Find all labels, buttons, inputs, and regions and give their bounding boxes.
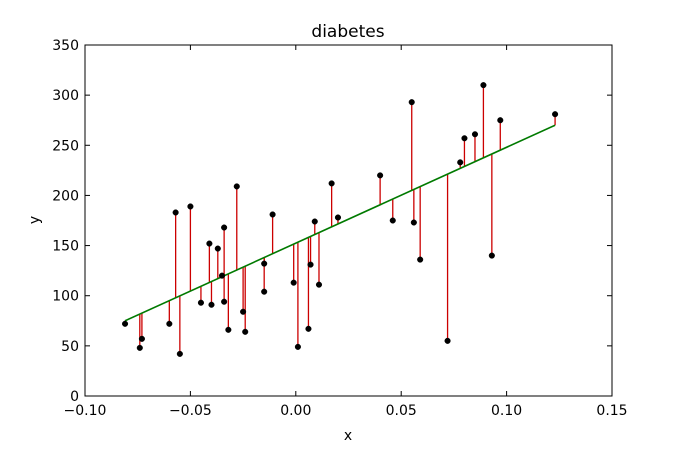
y-tick-label: 350 <box>52 38 79 54</box>
data-point <box>166 320 173 327</box>
data-point <box>225 326 232 333</box>
data-point <box>214 245 221 252</box>
y-tick-label: 200 <box>52 188 79 204</box>
x-tick-label: 0.05 <box>386 403 417 419</box>
data-point <box>206 240 213 247</box>
data-point <box>328 180 335 187</box>
data-point <box>410 219 417 226</box>
y-tick-label: 250 <box>52 138 79 154</box>
data-point <box>408 99 415 106</box>
data-point <box>389 217 396 224</box>
y-axis-label: y <box>27 216 43 224</box>
data-point <box>240 308 247 315</box>
data-point <box>305 325 312 332</box>
data-point <box>294 343 301 350</box>
data-point <box>218 272 226 279</box>
data-point <box>334 214 342 221</box>
data-point <box>377 172 384 179</box>
data-point <box>138 335 145 342</box>
x-tick-label: 0.00 <box>280 403 311 419</box>
data-point <box>417 256 424 263</box>
data-point <box>261 260 268 267</box>
y-tick-label: 100 <box>52 289 79 305</box>
y-tick-label: 0 <box>70 389 79 405</box>
plot-area <box>122 82 559 357</box>
data-point <box>290 279 297 286</box>
data-point <box>444 337 451 344</box>
data-point <box>176 350 183 357</box>
data-point <box>457 159 464 166</box>
data-point <box>461 135 468 142</box>
data-point <box>315 281 323 288</box>
data-point <box>242 328 249 335</box>
data-point <box>187 203 194 210</box>
chart-title: diabetes <box>311 22 384 42</box>
x-tick-label: −0.10 <box>64 403 107 419</box>
x-axis-label: x <box>344 428 352 444</box>
data-point <box>172 209 179 216</box>
y-tick-label: 150 <box>52 239 79 255</box>
data-point <box>208 301 215 308</box>
data-point <box>221 298 228 305</box>
data-point <box>307 261 314 268</box>
x-tick-label: 0.10 <box>491 403 522 419</box>
data-point <box>122 320 129 327</box>
data-point <box>269 211 276 218</box>
data-point <box>311 218 318 225</box>
axes-frame <box>84 44 613 397</box>
x-tick-label: −0.05 <box>169 403 212 419</box>
y-tick-label: 300 <box>52 88 79 104</box>
axes: −0.10 −0.05 0.00 0.05 0.10 0.15 0 50 100 150 200 25… <box>52 38 627 419</box>
data-point <box>261 288 268 295</box>
regression-line <box>124 124 556 322</box>
data-point <box>497 117 504 124</box>
data-point <box>136 344 143 351</box>
data-point <box>471 131 479 138</box>
data-point <box>233 183 240 190</box>
data-point <box>221 224 228 231</box>
data-point <box>488 252 495 259</box>
data-point <box>552 111 559 118</box>
data-point <box>480 82 487 89</box>
x-tick-label: 0.15 <box>596 403 627 419</box>
data-point <box>197 299 204 306</box>
y-tick-label: 50 <box>61 339 79 355</box>
